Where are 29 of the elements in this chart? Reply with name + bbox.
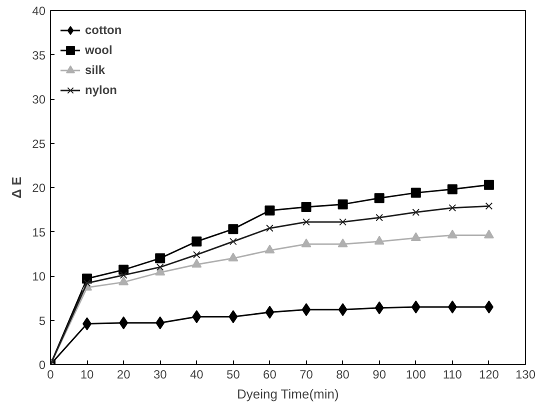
y-tick-label: 25 [32,136,46,151]
y-tick-label: 40 [32,4,46,18]
legend-label: silk [85,63,106,77]
x-tick-label: 120 [478,368,500,382]
x-tick-label: 10 [80,368,94,382]
x-tick-label: 90 [372,368,386,382]
x-tick-label: 80 [336,368,350,382]
x-axis-title: Dyeing Time(min) [236,386,339,402]
x-tick-label: 130 [515,368,536,382]
x-tick-label: 110 [442,368,462,382]
y-tick-label: 5 [38,314,46,328]
y-tick-label: 35 [32,48,46,62]
legend-label: nylon [85,83,117,97]
y-tick-label: 10 [32,270,46,284]
x-tick-label: 40 [190,368,204,382]
legend-label: cotton [85,23,122,37]
x-tick-label: 30 [153,368,168,382]
x-tick-label: 60 [263,368,277,382]
x-tick-label: 0 [47,368,54,382]
y-tick-label: 15 [32,225,46,240]
y-tick-label: 20 [32,181,46,195]
x-tick-label: 70 [300,368,314,382]
y-tick-label: 0 [38,358,46,372]
x-tick-label: 20 [116,368,131,382]
x-tick-label: 100 [406,368,426,382]
x-tick-label: 50 [226,368,240,382]
legend-label: wool [85,43,112,57]
y-tick-label: 30 [32,92,46,106]
y-axis-title: Δ E [9,176,24,198]
